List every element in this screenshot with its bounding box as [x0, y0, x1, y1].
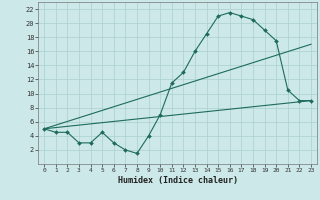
- X-axis label: Humidex (Indice chaleur): Humidex (Indice chaleur): [118, 176, 238, 185]
